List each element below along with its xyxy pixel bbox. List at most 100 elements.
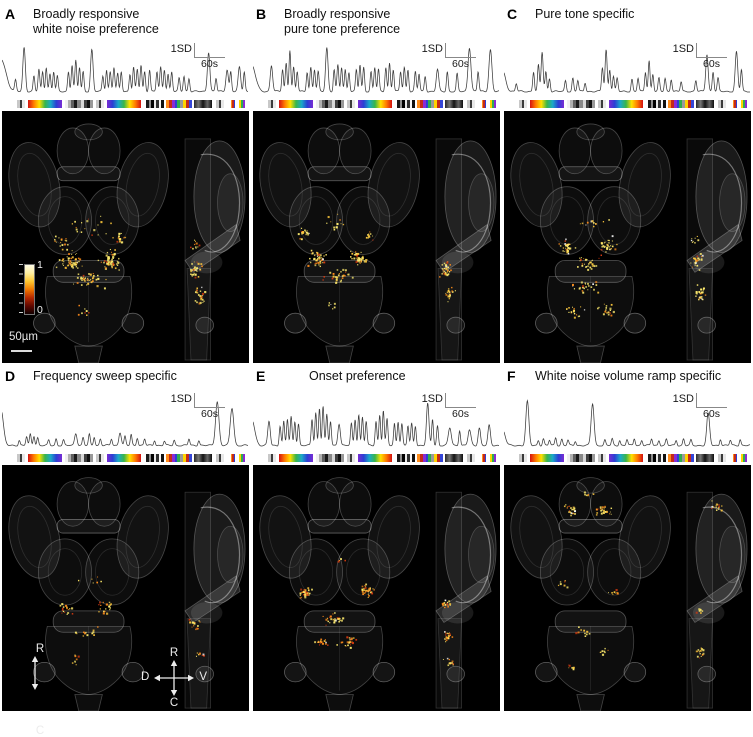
stim-stripe [143, 454, 147, 462]
stim-stripe [83, 100, 87, 108]
stim-stripe [64, 100, 68, 108]
stim-stripe [490, 100, 493, 108]
stim-stripe [685, 454, 688, 462]
amplitude-scale-label: 1SD [672, 43, 694, 55]
stim-segment-stripes [96, 454, 104, 462]
brain-map: R C R C D V [2, 465, 249, 737]
stim-stripe [328, 454, 332, 462]
dorsal-label: D [141, 671, 150, 683]
stim-stripe [720, 454, 724, 462]
panel-f: F White noise volume ramp specific 1SD 6… [502, 365, 753, 717]
brain-map [504, 111, 751, 363]
stim-segment-stripes [17, 100, 25, 108]
stim-segment-gradient [696, 454, 715, 462]
stim-stripe [341, 454, 345, 462]
rostral-label: R [35, 643, 45, 655]
stim-stripe [153, 100, 157, 108]
stim-stripe [185, 100, 189, 108]
stim-stripe [734, 454, 736, 462]
stim-stripe [685, 100, 688, 108]
stim-stripe [572, 454, 577, 462]
stim-segment-gradient [608, 100, 643, 108]
stim-stripe [412, 454, 415, 462]
stim-stripe [397, 100, 400, 108]
scale-bar-lines [445, 393, 476, 408]
stimulus-bar [16, 454, 245, 462]
stim-segment-gradient [27, 454, 62, 462]
panel-title-line1: Broadly responsive [284, 7, 391, 21]
stim-stripe [325, 454, 329, 462]
stim-stripe [472, 100, 475, 108]
stim-stripe [425, 100, 429, 108]
stim-stripe [467, 454, 470, 462]
stim-stripe [232, 454, 234, 462]
stim-stripe [409, 454, 413, 462]
panel-d-header: D Frequency sweep specific [0, 365, 251, 390]
stim-stripe [589, 454, 593, 462]
stim-stripe [658, 454, 661, 462]
stim-stripe [720, 100, 724, 108]
stim-stripe [349, 100, 353, 108]
stim-stripe [598, 454, 601, 462]
stim-segment-stripes [490, 100, 496, 108]
stim-segment-gap [224, 100, 231, 108]
stim-stripe [673, 454, 677, 462]
trace-line [2, 47, 248, 93]
stim-segment-gradient [445, 100, 464, 108]
rostral-caudal-arrow-icon [31, 656, 39, 690]
stim-stripe [745, 100, 747, 108]
stim-stripe [745, 454, 747, 462]
stim-stripe [439, 100, 443, 108]
stim-stripe [671, 454, 674, 462]
stim-segment-gradient [357, 454, 392, 462]
brain-map-svg [504, 111, 751, 363]
brain-map-svg [504, 465, 751, 711]
stim-stripe [331, 454, 335, 462]
stim-stripe [321, 100, 326, 108]
stim-stripe [521, 100, 525, 108]
stim-stripe [676, 454, 680, 462]
stim-stripe [241, 100, 244, 108]
stim-segment-gradient [194, 454, 213, 462]
stim-segment-stripes [394, 454, 415, 462]
stim-stripe [161, 454, 164, 462]
stim-stripe [579, 454, 583, 462]
activity-trace [253, 402, 499, 447]
stim-stripe [402, 454, 405, 462]
stim-stripe [412, 100, 415, 108]
intensity-colorbar [24, 264, 35, 315]
stim-stripe [407, 454, 410, 462]
stim-stripe [483, 454, 485, 462]
stim-stripe [230, 454, 233, 462]
stim-segment-stripes [394, 100, 415, 108]
stim-stripe [436, 454, 440, 462]
stim-segment-stripes [166, 100, 192, 108]
activity-trace [504, 399, 750, 447]
stim-stripe [572, 100, 577, 108]
panel-c-header: C Pure tone specific [502, 0, 753, 40]
stim-segment-stripes [417, 454, 443, 462]
stim-stripe [22, 454, 25, 462]
stimulus-bar [267, 454, 496, 462]
panel-letter: A [5, 6, 16, 22]
stim-stripe [87, 100, 91, 108]
rostral-label: R [169, 647, 179, 659]
stim-stripe [96, 454, 99, 462]
panel-b-header: B Broadly responsive pure tone preferenc… [251, 0, 502, 40]
scale-bar: 1SD 60s [673, 43, 727, 70]
stim-segment-stripes [519, 454, 527, 462]
stim-stripe [169, 100, 172, 108]
stim-stripe [668, 100, 671, 108]
time-scale-label: 60s [452, 58, 469, 70]
stim-stripe [315, 454, 319, 462]
time-scale-label: 60s [703, 58, 720, 70]
scale-bar-lines [194, 43, 225, 58]
stim-stripe [325, 100, 329, 108]
trace-line [504, 49, 750, 93]
panel-title-line1: Pure tone specific [535, 7, 635, 21]
stim-stripe [481, 454, 484, 462]
panel-title-line2: white noise preference [33, 22, 159, 36]
stim-stripe [146, 100, 149, 108]
stim-stripe [156, 100, 159, 108]
stim-stripe [218, 100, 222, 108]
